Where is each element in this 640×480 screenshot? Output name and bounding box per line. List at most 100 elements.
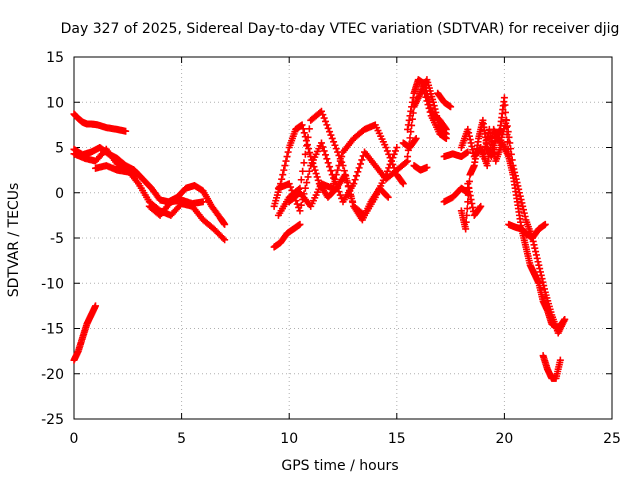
- series-0: [70, 110, 130, 135]
- data-point: [481, 142, 489, 150]
- data-point: [382, 144, 390, 151]
- x-tick-label: 0: [70, 431, 79, 447]
- x-tick-label: 25: [603, 431, 621, 447]
- data-point: [299, 167, 307, 175]
- data-point: [328, 134, 336, 142]
- data-point: [350, 180, 358, 188]
- data-point: [469, 146, 477, 154]
- data-point: [305, 125, 313, 133]
- data-point: [347, 192, 355, 200]
- data-point: [323, 155, 331, 163]
- data-point: [199, 198, 207, 206]
- data-point: [504, 128, 512, 136]
- data-point: [506, 139, 514, 147]
- data-point: [422, 93, 430, 101]
- data-point: [516, 192, 524, 200]
- data-point: [326, 163, 334, 171]
- data-point: [336, 157, 344, 165]
- data-point: [326, 128, 334, 136]
- data-point: [424, 101, 432, 109]
- data-point: [383, 147, 391, 155]
- series-1: [70, 144, 229, 228]
- data-point: [503, 122, 511, 130]
- y-tick-label: -5: [50, 231, 64, 247]
- data-point: [279, 171, 287, 179]
- data-point: [538, 275, 546, 283]
- data-point: [447, 103, 455, 111]
- y-tick-label: -15: [41, 322, 64, 338]
- data-point: [465, 129, 473, 137]
- data-point: [317, 139, 325, 147]
- data-point: [314, 176, 322, 184]
- data-point: [476, 203, 484, 211]
- data-point: [335, 162, 343, 170]
- data-point: [327, 167, 335, 175]
- data-point: [442, 134, 450, 142]
- data-point: [532, 251, 540, 259]
- data-point: [466, 136, 474, 144]
- chart-title: Day 327 of 2025, Sidereal Day-to-day VTE…: [61, 21, 620, 37]
- data-point: [358, 156, 366, 164]
- data-point: [389, 160, 397, 168]
- data-point: [405, 116, 413, 124]
- series-15: [399, 134, 420, 151]
- data-point: [391, 147, 399, 155]
- series-4: [145, 196, 207, 219]
- data-point: [399, 180, 407, 188]
- data-point: [468, 199, 476, 207]
- data-point: [340, 167, 348, 175]
- data-point: [382, 171, 390, 179]
- data-point: [310, 163, 318, 171]
- data-point: [312, 170, 320, 178]
- data-point: [486, 148, 494, 156]
- data-point: [488, 137, 496, 145]
- data-point: [535, 261, 543, 269]
- y-tick-label: -20: [41, 367, 64, 383]
- data-point: [556, 356, 564, 364]
- data-point: [465, 184, 473, 192]
- x-tick-label: 10: [280, 431, 298, 447]
- y-tick-label: 15: [46, 50, 64, 66]
- data-point: [467, 196, 475, 204]
- data-point: [122, 127, 130, 135]
- data-point: [282, 157, 290, 165]
- data-point: [421, 89, 429, 97]
- y-axis-label: SDTVAR / TECUs: [6, 183, 22, 298]
- data-point: [320, 147, 328, 155]
- data-point: [465, 132, 473, 140]
- data-point: [346, 187, 354, 195]
- data-point: [561, 315, 569, 323]
- data-point: [409, 109, 417, 117]
- data-point: [297, 176, 305, 184]
- data-point: [278, 175, 286, 183]
- data-point: [509, 162, 517, 170]
- data-point: [482, 139, 490, 147]
- data-point: [296, 207, 304, 215]
- data-point: [505, 153, 513, 161]
- data-point: [520, 209, 528, 217]
- data-point: [298, 121, 306, 129]
- data-point: [285, 180, 293, 188]
- data-point: [467, 139, 475, 147]
- x-tick-label: 5: [177, 431, 186, 447]
- data-point: [383, 167, 391, 175]
- data-point: [411, 136, 419, 144]
- data-point: [466, 192, 474, 200]
- data-point: [431, 105, 439, 113]
- data-point: [420, 86, 428, 94]
- data-point: [330, 180, 338, 188]
- data-point: [383, 192, 391, 200]
- data-point: [489, 141, 497, 149]
- data-point: [135, 171, 143, 179]
- data-point: [331, 141, 339, 149]
- data-point: [423, 163, 431, 171]
- data-point: [430, 102, 438, 110]
- y-tick-label: 10: [46, 95, 64, 111]
- data-point: [352, 172, 360, 180]
- data-point: [303, 179, 311, 187]
- series-13: [434, 89, 455, 111]
- data-point: [489, 145, 497, 153]
- data-point: [281, 162, 289, 170]
- data-point: [320, 114, 328, 122]
- data-point: [508, 156, 516, 164]
